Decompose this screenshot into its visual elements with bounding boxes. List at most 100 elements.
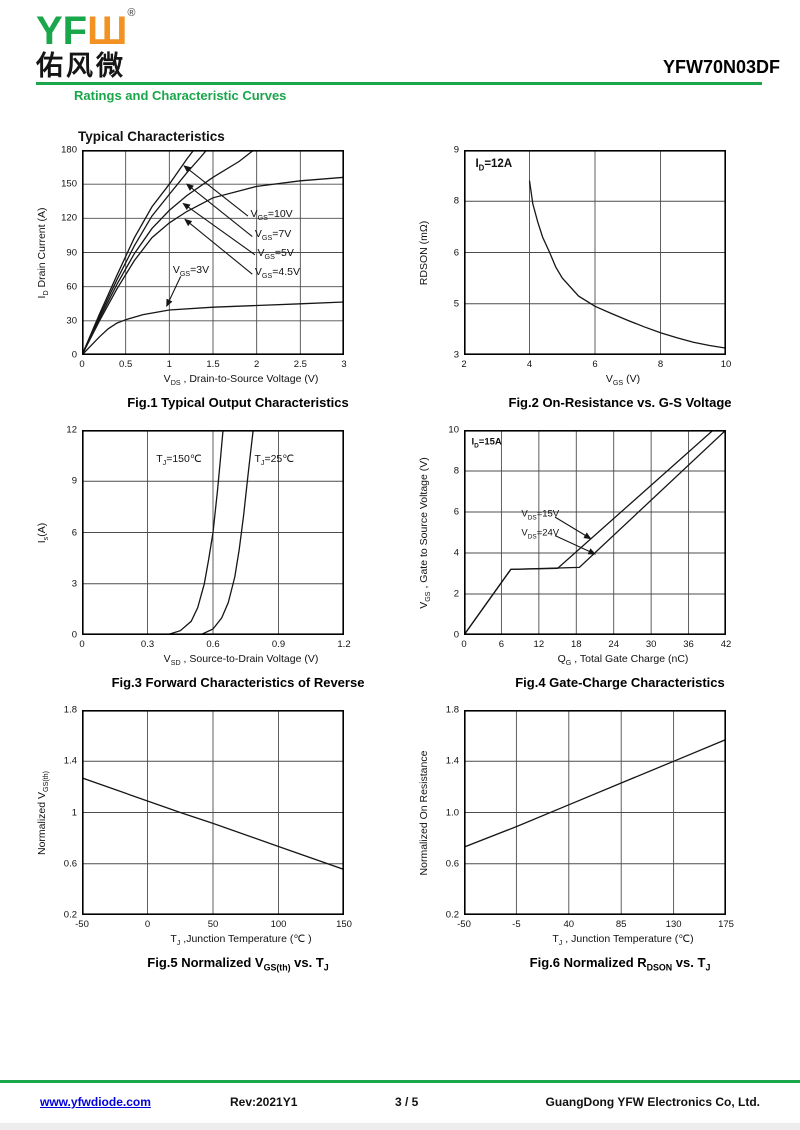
fig5-y-tick-label: 0.2 (63, 909, 77, 921)
fig5-y-tick-label: 1.4 (63, 755, 77, 767)
fig5-y-tick-label: 0.6 (63, 858, 77, 870)
fig4-y-tick-label: 2 (453, 588, 459, 600)
fig4-y-tick-label: 10 (448, 424, 459, 436)
fig4-x-tick-label: 42 (720, 639, 732, 650)
figure-5-block: Normalized VGS(th) -50 0 50 100 150 0.2 0.6 1 1.… (34, 705, 402, 973)
fig4-y-tick-label: 8 (453, 465, 459, 477)
fig5-x-tick-label: 0 (144, 919, 151, 930)
fig1-caption-text: Fig.1 Typical Output Characteristics (127, 395, 349, 410)
fig5-y-axis-label: Normalized VGS(th) (34, 710, 50, 915)
series-tj-25- (82, 430, 254, 635)
fig1-x-tick-label: 0.5 (119, 359, 133, 370)
fig5-y-axis-label-text: Normalized VGS(th) (36, 770, 51, 855)
fig5-plot: -50 0 50 100 150 0.2 0.6 1 1.4 1.8 (64, 705, 352, 931)
fig4-annotation: ID=15A (471, 436, 502, 450)
fig4-y-tick-label: 4 (453, 547, 459, 559)
fig6-y-axis-label-text: Normalized On Resistance (418, 750, 430, 875)
fig4-x-axis-label: QG , Total Gate Charge (nC) (416, 653, 784, 668)
fig6-y-tick-label: 0.2 (445, 909, 459, 921)
fig3-y-axis-label-text: Is(A) (36, 522, 51, 543)
fig3-caption: Fig.3 Forward Characteristics of Reverse (34, 675, 402, 690)
website-link[interactable]: www.yfwdiode.com (40, 1095, 151, 1109)
figure-3-block: Is(A) 0 0.3 0.6 0.9 1.2 0 3 6 9 12 TJ=150℃ TJ=25℃ V… (34, 425, 402, 691)
fig1-y-axis-label-text: ID Drain Current (A) (36, 207, 51, 298)
fig4-y-axis-label: VGS , Gate to Source Voltage (V) (416, 430, 432, 635)
fig1-annotation: VGS=3V (172, 263, 210, 278)
fig6-x-tick-label: 40 (563, 919, 575, 930)
fig1-x-tick-label: 2 (254, 359, 260, 370)
series-vgs-5v (82, 150, 255, 355)
fig1-annotation: VGS=5V (257, 246, 294, 261)
revision-label: Rev:2021Y1 (230, 1095, 298, 1109)
fig6-caption: Fig.6 Normalized RDSON vs. TJ (416, 955, 784, 973)
fig1-y-tick-label: 60 (66, 281, 77, 293)
fig3-x-tick-label: 0 (79, 639, 85, 650)
figure-1-block: ID Drain Current (A) 0 0.5 1 1.5 2 2.5 3 0 30 60 9… (34, 145, 402, 411)
series-vgs-10v (82, 150, 195, 355)
fig3-x-tick-label: 0.9 (271, 639, 286, 650)
figure-2-block: RDSON (mΩ) 2 4 6 8 10 3 5 6 8 9 ID=12A VGS (V) Fig… (416, 145, 784, 411)
fig6-y-tick-label: 1.8 (445, 704, 459, 716)
fig4-annotation: VDS=24V (521, 527, 560, 540)
series-vds-15v (464, 430, 715, 635)
fig2-canvas (464, 150, 726, 355)
fig4-caption-text: Fig.4 Gate-Charge Characteristics (515, 675, 725, 690)
fig4-x-tick-label: 12 (533, 639, 545, 650)
fig2-y-axis-label: RDSON (mΩ) (416, 150, 432, 355)
fig2-annotation: ID=12A (475, 158, 513, 173)
fig1-y-tick-label: 90 (66, 247, 77, 258)
fig6-x-tick-label: -5 (512, 919, 521, 930)
fig4-annotation: VDS=15V (521, 508, 560, 522)
fig4-y-tick-label: 0 (453, 629, 459, 641)
series-rdson (528, 180, 726, 349)
page-footer: www.yfwdiode.com Rev:2021Y1 3 / 5 GuangD… (0, 1080, 800, 1130)
fig6-x-tick-label: 85 (615, 919, 627, 930)
page-number: 3 / 5 (395, 1095, 419, 1109)
fig5-y-tick-label: 1 (71, 807, 77, 818)
series-vds-24v (464, 430, 726, 635)
fig6-y-tick-label: 0.6 (445, 858, 459, 870)
logo-chinese-name: 佑风微 (36, 51, 126, 81)
fig1-y-tick-label: 180 (61, 144, 77, 156)
fig5-canvas (82, 710, 344, 915)
fig4-plot: 0 6 12 18 24 30 36 42 0 2 4 6 8 10 ID=15A VDS=15V VDS=24… (448, 425, 731, 651)
series-vgs-4-5v (82, 176, 344, 355)
fig6-x-tick-label: 130 (665, 919, 682, 930)
fig6-plot: -50 -5 40 85 130 175 0.2 0.6 1.0 1.4 1.8 (446, 705, 734, 931)
fig3-y-tick-label: 0 (71, 629, 77, 641)
fig3-x-tick-label: 0.3 (140, 639, 155, 650)
fig2-y-tick-label: 6 (453, 247, 459, 258)
fig4-x-axis-label-text: QG , Total Gate Charge (nC) (557, 653, 689, 668)
figure-6-block: Normalized On Resistance -50 -5 40 85 130 175… (416, 705, 784, 973)
fig6-caption-text: Fig.6 Normalized RDSON vs. TJ (529, 955, 711, 973)
fig4-x-tick-label: 36 (683, 639, 694, 650)
fig5-x-tick-label: 50 (207, 919, 219, 930)
footer-rule (0, 1080, 800, 1083)
fig2-y-tick-label: 9 (453, 144, 459, 156)
fig6-y-tick-label: 1.0 (445, 807, 459, 818)
fig4-y-tick-label: 6 (453, 506, 459, 518)
fig1-x-tick-label: 3 (341, 359, 347, 370)
fig4-x-tick-label: 30 (645, 639, 657, 650)
fig5-x-tick-label: 100 (270, 919, 287, 930)
fig3-x-axis-label: VSD , Source-to-Drain Voltage (V) (34, 653, 402, 667)
series-vgs-7v (82, 150, 208, 355)
fig6-x-axis-label: TJ , Junction Temperature (℃) (416, 933, 784, 947)
fig3-annotation: TJ=150℃ (156, 453, 202, 468)
series-tj-150- (82, 430, 224, 635)
fig1-caption: Fig.1 Typical Output Characteristics (34, 395, 402, 410)
fig2-x-tick-label: 2 (461, 359, 467, 370)
fig6-canvas (464, 710, 726, 915)
fig2-x-axis-label: VGS (V) (416, 373, 784, 387)
fig1-x-tick-label: 1.5 (206, 359, 220, 370)
yfw-logo: YFШ® 佑风微 (36, 8, 135, 80)
fig1-x-tick-label: 2.5 (293, 359, 307, 370)
fig2-x-tick-label: 6 (592, 359, 598, 370)
fig1-y-tick-label: 120 (61, 212, 77, 224)
fig1-plot: 0 0.5 1 1.5 2 2.5 3 0 30 60 90 120 150 180 VGS=10V VGS=… (61, 145, 347, 371)
fig6-y-tick-label: 1.4 (445, 755, 459, 767)
fig1-y-tick-label: 30 (66, 315, 77, 327)
fig2-x-tick-label: 4 (526, 359, 533, 370)
registered-trademark-icon: ® (127, 7, 136, 19)
fig2-plot: 2 4 6 8 10 3 5 6 8 9 ID=12A (454, 145, 732, 371)
